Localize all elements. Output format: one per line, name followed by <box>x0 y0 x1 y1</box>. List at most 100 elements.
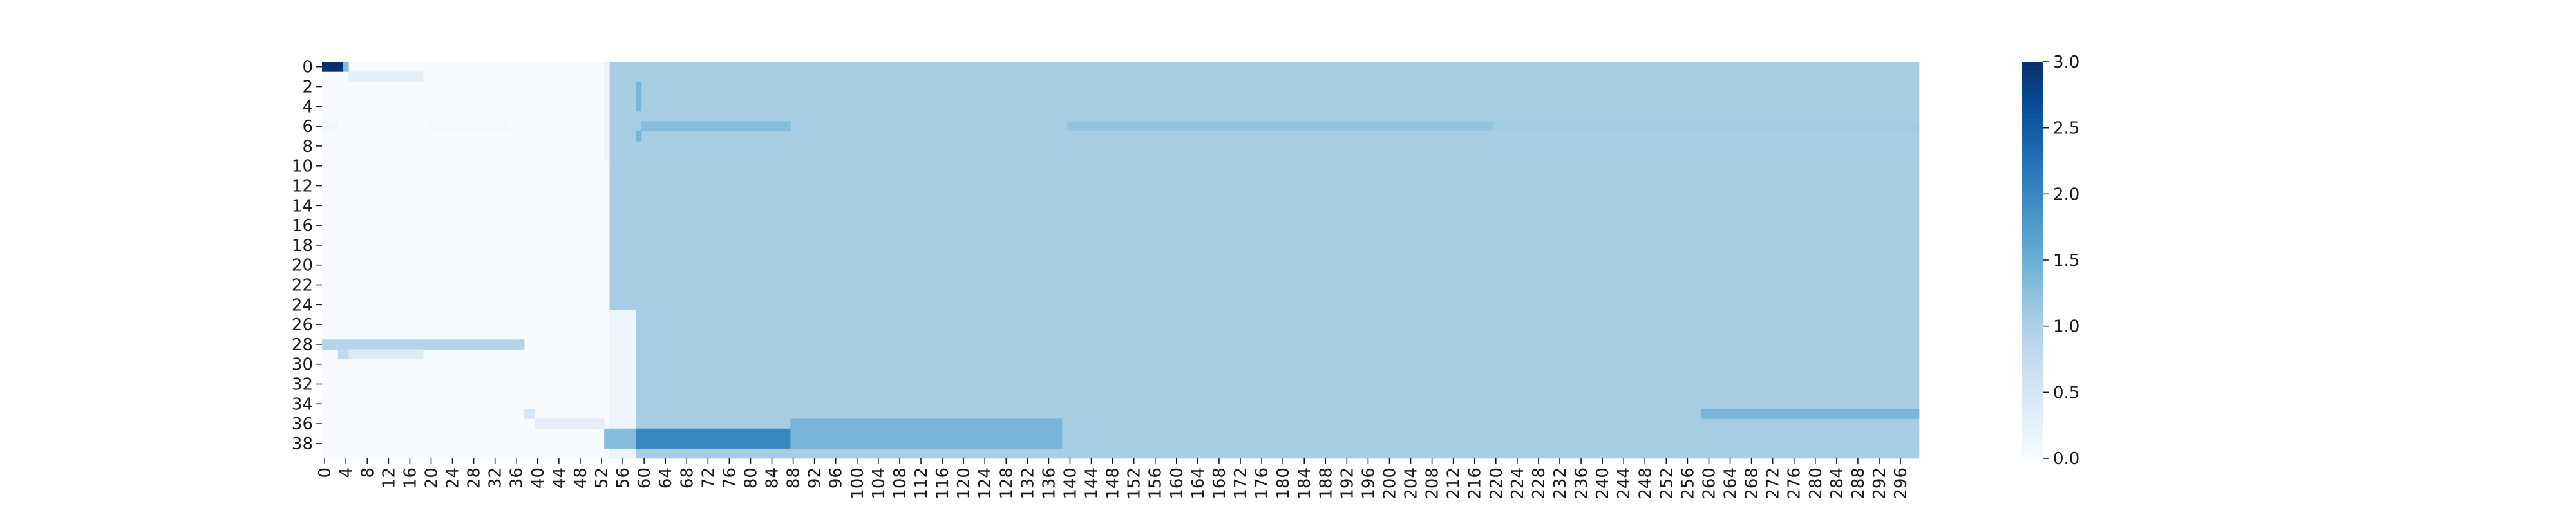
x-tick-label: 168 <box>1210 467 1229 500</box>
x-tick-label: 296 <box>1891 467 1911 500</box>
x-tick-label: 84 <box>763 467 782 489</box>
x-tick-label: 152 <box>1125 467 1144 500</box>
colorbar-tick-label: 1.5 <box>2053 251 2079 270</box>
y-tick-label: 34 <box>292 395 313 414</box>
heatmap-cell-block-1 <box>322 62 344 72</box>
x-tick-label: 92 <box>806 467 825 489</box>
heatmap-cell-block-19 <box>636 428 791 449</box>
x-tick-label: 48 <box>571 467 591 489</box>
x-tick-label: 132 <box>1018 467 1037 500</box>
heatmap-cell-block-18 <box>604 428 637 449</box>
x-tick-label: 36 <box>507 467 527 489</box>
x-tick-label: 12 <box>379 467 399 489</box>
x-tick-label: 148 <box>1104 467 1123 500</box>
x-axis: 0 4 8 12 16 20 24 28 32 36 40 44 48 52 56 60 64 68 72 76 80 8… <box>316 458 1911 500</box>
x-tick-label: 8 <box>358 467 377 478</box>
heatmap-cell-block-14 <box>337 349 349 360</box>
x-tick-label: 176 <box>1253 467 1272 500</box>
y-tick-label: 10 <box>292 157 313 176</box>
x-tick-label: 128 <box>997 467 1016 500</box>
heatmap-cell-block-10 <box>1493 121 1920 132</box>
heatmap-cell-block-3 <box>348 71 424 82</box>
x-tick-label: 212 <box>1444 467 1464 500</box>
colorbar-tick-label: 1.0 <box>2053 317 2079 337</box>
x-tick-label: 136 <box>1039 467 1059 500</box>
x-tick-label: 116 <box>933 467 952 500</box>
y-tick-label: 38 <box>292 435 313 454</box>
x-tick-label: 156 <box>1146 467 1166 500</box>
x-tick-label: 196 <box>1359 467 1378 500</box>
x-tick-label: 112 <box>912 467 931 500</box>
x-tick-label: 232 <box>1551 467 1570 500</box>
x-tick-label: 68 <box>677 467 697 489</box>
heatmap-cell-block-9 <box>1067 121 1493 132</box>
x-tick-label: 96 <box>827 467 846 489</box>
y-tick-label: 4 <box>302 97 313 117</box>
heatmap-area <box>322 62 1920 459</box>
x-tick-label: 172 <box>1231 467 1251 500</box>
y-tick-label: 14 <box>292 196 313 216</box>
x-tick-label: 200 <box>1380 467 1399 500</box>
x-tick-label: 276 <box>1785 467 1804 500</box>
colorbar: 0.0 0.5 1.0 1.5 2.0 2.5 3.0 <box>2022 53 2079 469</box>
heatmap-cell-block-7 <box>428 121 509 132</box>
heatmap-cell-block-6 <box>322 121 339 132</box>
x-tick-label: 252 <box>1657 467 1676 500</box>
y-tick-label: 6 <box>302 117 313 136</box>
x-tick-label: 240 <box>1593 467 1613 500</box>
x-tick-label: 280 <box>1806 467 1826 500</box>
colorbar-tick-label: 3.0 <box>2053 53 2079 72</box>
x-tick-label: 32 <box>486 467 506 489</box>
x-tick-label: 104 <box>869 467 889 500</box>
heatmap-cell-block-5 <box>636 81 642 112</box>
x-tick-label: 56 <box>614 467 633 489</box>
x-tick-label: 24 <box>444 467 463 489</box>
x-tick-label: 188 <box>1316 467 1336 500</box>
x-tick-label: 108 <box>891 467 910 500</box>
x-tick-label: 208 <box>1423 467 1443 500</box>
x-tick-label: 164 <box>1189 467 1208 500</box>
y-tick-label: 30 <box>292 355 313 375</box>
heatmap-cell-block-2 <box>343 62 349 72</box>
y-tick-label: 12 <box>292 177 313 196</box>
x-tick-label: 124 <box>976 467 995 500</box>
x-tick-label: 244 <box>1615 467 1634 500</box>
x-tick-label: 284 <box>1828 467 1847 500</box>
heatmap-cell-block-8 <box>641 121 791 132</box>
x-tick-label: 260 <box>1700 467 1719 500</box>
x-tick-label: 144 <box>1083 467 1102 500</box>
x-tick-label: 0 <box>316 467 335 478</box>
heatmap-cell-block-20 <box>790 418 1063 449</box>
x-tick-label: 272 <box>1764 467 1783 500</box>
y-tick-label: 0 <box>302 58 313 77</box>
colorbar-gradient <box>2022 62 2043 458</box>
colorbar-tick-label: 2.5 <box>2053 119 2079 138</box>
x-tick-label: 264 <box>1721 467 1741 500</box>
x-tick-label: 192 <box>1338 467 1357 500</box>
x-tick-label: 64 <box>656 467 676 489</box>
y-tick-label: 32 <box>292 375 313 395</box>
x-tick-label: 256 <box>1678 467 1698 500</box>
x-tick-label: 16 <box>401 467 420 489</box>
y-tick-label: 18 <box>292 236 313 256</box>
x-tick-label: 4 <box>337 467 356 478</box>
y-tick-label: 26 <box>292 315 313 335</box>
y-tick-label: 24 <box>292 295 313 315</box>
y-tick-label: 36 <box>292 415 313 434</box>
x-tick-label: 52 <box>592 467 612 489</box>
heatmap-cell-block-21 <box>1701 409 1920 419</box>
x-tick-label: 160 <box>1168 467 1187 500</box>
x-tick-label: 184 <box>1295 467 1314 500</box>
x-tick-label: 20 <box>422 467 441 489</box>
x-tick-label: 120 <box>954 467 974 500</box>
x-tick-label: 60 <box>635 467 654 489</box>
x-tick-label: 40 <box>529 467 548 489</box>
x-tick-label: 268 <box>1743 467 1762 500</box>
x-tick-label: 44 <box>550 467 569 489</box>
heatmap-cell-block-13 <box>322 339 525 350</box>
x-tick-label: 288 <box>1849 467 1868 500</box>
y-tick-label: 16 <box>292 216 313 236</box>
x-tick-label: 216 <box>1466 467 1485 500</box>
